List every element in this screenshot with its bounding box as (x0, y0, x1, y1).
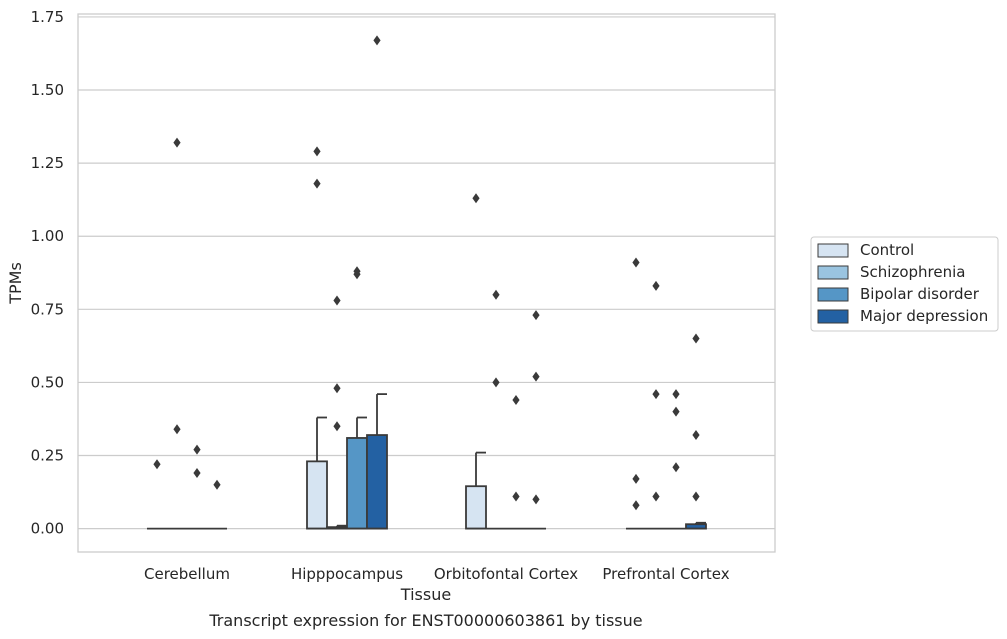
legend-swatch (817, 265, 849, 280)
legend-label: Major depression (860, 307, 988, 325)
outlier-point (672, 462, 680, 473)
y-tick-label: 1.75 (31, 8, 64, 26)
box-control (147, 459, 167, 530)
x-tick-label: Prefrontal Cortex (602, 565, 729, 583)
legend-swatch (817, 309, 849, 324)
box-schizophrenia (167, 137, 187, 530)
box-major-depression (526, 310, 546, 530)
outlier-point (632, 500, 640, 511)
outlier-point (652, 389, 660, 400)
box-major-depression (366, 35, 388, 530)
outlier-point (532, 494, 540, 505)
box-bipolar-disorder (346, 266, 368, 530)
outlier-point (632, 473, 640, 484)
box-body (346, 437, 368, 530)
outlier-point (173, 424, 181, 435)
box-major-depression (685, 333, 707, 530)
outlier-point (692, 430, 700, 441)
plot-frame (77, 13, 776, 553)
legend-label: Bipolar disorder (860, 285, 980, 303)
box-bipolar-disorder (666, 389, 686, 530)
plot-area (78, 14, 775, 552)
legend-swatch (817, 287, 849, 302)
outlier-point (532, 310, 540, 321)
outlier-point (193, 468, 201, 479)
y-tick-labels: 0.00 0.25 0.50 0.75 1.00 1.25 1.50 1.75 (31, 8, 64, 538)
x-tick-label: Orbitofontal Cortex (434, 565, 578, 583)
box-plots (147, 35, 707, 530)
outlier-point (672, 406, 680, 417)
legend-label: Control (860, 241, 914, 259)
y-tick-label: 1.50 (31, 81, 64, 99)
y-tick-label: 1.00 (31, 227, 64, 245)
y-tick-label: 0.25 (31, 447, 64, 465)
outlier-point (652, 280, 660, 291)
outlier-point (333, 295, 341, 306)
y-tick-label: 0.75 (31, 300, 64, 318)
outlier-point (692, 333, 700, 344)
box-major-depression (207, 479, 227, 530)
outlier-point (692, 491, 700, 502)
gridlines (78, 16, 775, 530)
chart-title: Transcript expression for ENST0000060386… (208, 611, 642, 630)
outlier-point (492, 377, 500, 388)
box-bipolar-disorder (506, 394, 526, 530)
box-control (626, 257, 646, 530)
box-body (366, 434, 388, 530)
outlier-point (333, 383, 341, 394)
box-body (306, 460, 328, 530)
outlier-point (532, 371, 540, 382)
outlier-point (213, 479, 221, 490)
outlier-point (153, 459, 161, 470)
box-bipolar-disorder (187, 444, 207, 530)
outlier-point (512, 491, 520, 502)
x-tick-label: Cerebellum (144, 565, 230, 583)
box-schizophrenia (486, 289, 506, 530)
box-body (465, 485, 487, 530)
box-control (465, 193, 487, 530)
y-axis-label: TPMs (6, 262, 25, 305)
outlier-point (313, 178, 321, 189)
outlier-point (353, 269, 361, 280)
x-tick-labels: Cerebellum Hipppocampus Orbitofontal Corte… (144, 565, 730, 583)
outlier-point (652, 491, 660, 502)
outlier-point (373, 35, 381, 46)
outlier-point (672, 389, 680, 400)
x-axis-label: Tissue (400, 585, 451, 604)
y-tick-label: 0.50 (31, 373, 64, 391)
box-control (306, 146, 328, 530)
outlier-point (173, 137, 181, 148)
y-tick-label: 1.25 (31, 154, 64, 172)
outlier-point (512, 394, 520, 405)
legend: Control Schizophrenia Bipolar disorder Majo… (810, 236, 999, 332)
outlier-point (313, 146, 321, 157)
outlier-point (193, 444, 201, 455)
y-tick-label: 0.00 (31, 520, 64, 538)
legend-frame (810, 236, 999, 332)
outlier-point (492, 289, 500, 300)
legend-swatch (817, 243, 849, 258)
box-schizophrenia (646, 280, 666, 530)
outlier-point (632, 257, 640, 268)
x-tick-label: Hipppocampus (291, 565, 403, 583)
legend-label: Schizophrenia (860, 263, 965, 281)
outlier-point (333, 421, 341, 432)
outlier-point (472, 193, 480, 204)
